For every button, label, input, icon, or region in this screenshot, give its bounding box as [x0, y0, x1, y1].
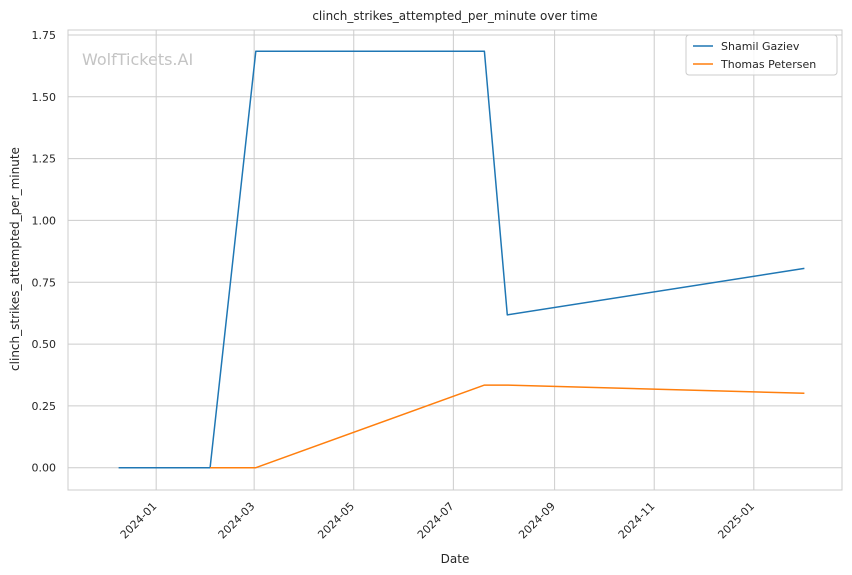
- y-tick-label: 0.00: [32, 462, 57, 475]
- legend: Shamil Gaziev Thomas Petersen: [685, 34, 838, 76]
- x-tick-label: 2024-07: [415, 500, 457, 542]
- x-tick-label: 2024-11: [616, 500, 658, 542]
- legend-label: Thomas Petersen: [720, 58, 816, 71]
- y-tick-label: 1.75: [32, 29, 57, 42]
- chart-title: clinch_strikes_attempted_per_minute over…: [312, 9, 597, 23]
- x-tick-label: 2025-01: [715, 500, 757, 542]
- y-tick-label: 1.00: [32, 214, 57, 227]
- y-tick-label: 1.50: [32, 91, 57, 104]
- legend-label: Shamil Gaziev: [721, 40, 800, 53]
- x-tick-label: 2024-05: [315, 500, 357, 542]
- series-line-shamil-gaziev: [118, 50, 805, 469]
- y-tick-label: 0.25: [32, 400, 57, 413]
- series-lines: [118, 50, 805, 469]
- tick-labels: 0.00 0.25 0.50 0.75 1.00 1.25 1.50 1.75 2024-01 2…: [32, 29, 758, 542]
- y-tick-label: 1.25: [32, 153, 57, 166]
- x-tick-label: 2024-03: [216, 500, 258, 542]
- y-tick-label: 0.75: [32, 276, 57, 289]
- plot-frame: [67, 29, 843, 491]
- series-line-thomas-petersen: [210, 384, 805, 469]
- x-axis-label: Date: [441, 552, 470, 566]
- x-tick-label: 2024-09: [516, 500, 558, 542]
- grid: [67, 29, 843, 491]
- legend-box: [685, 34, 838, 76]
- y-tick-label: 0.50: [32, 338, 57, 351]
- y-axis-label: clinch_strikes_attempted_per_minute: [8, 147, 22, 371]
- x-tick-label: 2024-01: [118, 500, 160, 542]
- watermark: WolfTickets.AI: [82, 50, 193, 69]
